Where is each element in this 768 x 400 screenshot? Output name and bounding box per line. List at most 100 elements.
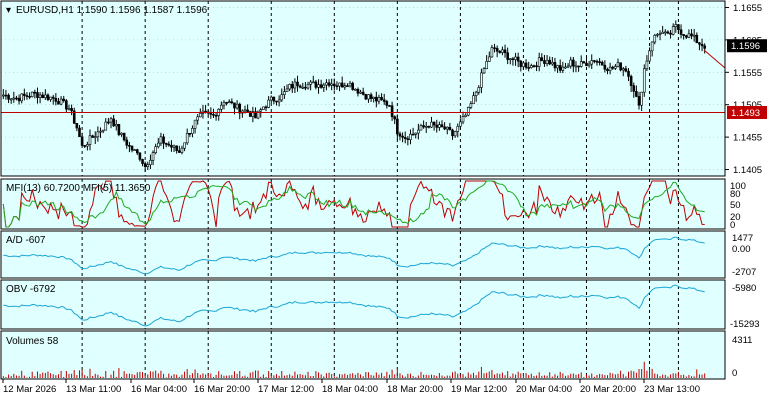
candle-body — [170, 144, 173, 148]
candle-body — [25, 95, 29, 97]
candle-body — [146, 164, 150, 167]
candle-body — [424, 125, 428, 128]
main-price-pane[interactable]: ▾ EURUSD,H1 1.1590 1.1596 1.1587 1.1596 … — [0, 0, 767, 177]
candle-body — [93, 136, 97, 139]
candle-body — [537, 57, 541, 67]
candle-body — [114, 123, 118, 127]
candle-body — [128, 145, 131, 147]
price-tick-label: 1.1405 — [733, 165, 762, 176]
candle-body — [65, 100, 68, 110]
candle-body — [36, 92, 39, 98]
candle-body — [348, 82, 352, 87]
candle-body — [156, 142, 160, 148]
candle-body — [698, 42, 701, 45]
trend-line[interactable] — [703, 49, 726, 69]
candle-body — [506, 52, 509, 60]
candle-body — [403, 137, 407, 139]
price-tick-label: 1.1455 — [733, 133, 762, 144]
ad-pane[interactable]: A/D -607 1477 0.00 -2707 — [0, 230, 756, 279]
time-axis[interactable]: 12 Mar 2026 13 Mar 11:00 16 Mar 04:00 16 Ma… — [2, 379, 700, 395]
candle-body — [501, 49, 504, 53]
candle-body — [406, 138, 410, 140]
candle-body — [516, 56, 520, 62]
mfi-pane[interactable]: MFI(13) 60.7200 MFI(5) 11.3650 100 80 50… — [0, 178, 746, 231]
candle-body — [151, 152, 155, 161]
candle-body — [46, 94, 50, 100]
candle-body — [564, 66, 567, 69]
candle-body — [524, 62, 528, 68]
candle-body — [175, 145, 178, 151]
candle-body — [338, 82, 341, 87]
candle-body — [600, 61, 604, 66]
candle-body — [314, 81, 318, 88]
volumes-title: Volumes 58 — [6, 336, 59, 347]
candle-body — [367, 94, 370, 100]
mfi-level-100: 100 — [730, 181, 746, 192]
candle-body — [340, 82, 344, 88]
candle-body — [80, 136, 84, 146]
obv-pane[interactable]: OBV -6792 -5980 -15293 — [0, 279, 760, 330]
line-price-badge: 1.1493 — [727, 105, 767, 119]
candle-body — [30, 91, 34, 97]
candle-body — [485, 61, 488, 69]
candle-body — [135, 149, 139, 154]
candle-body — [561, 66, 565, 71]
candle-body — [690, 33, 693, 37]
candle-body — [556, 65, 559, 69]
candle-body — [2, 94, 5, 97]
candle-body — [133, 149, 136, 151]
candle-body — [674, 24, 678, 27]
candle-body — [553, 62, 557, 69]
candle-body — [332, 83, 336, 87]
candle-body — [514, 56, 517, 60]
line-price-badge-bg — [727, 105, 767, 119]
candle-body — [606, 68, 609, 72]
candle-body — [614, 66, 617, 69]
candle-body — [70, 108, 73, 112]
candle-body — [185, 132, 189, 144]
candle-body — [388, 105, 391, 107]
candle-body — [196, 116, 200, 121]
candle-body — [280, 94, 284, 101]
candle-body — [296, 81, 299, 87]
candle-body — [545, 59, 549, 64]
candle-body — [41, 94, 45, 98]
candle-body — [20, 93, 24, 102]
volumes-level-top: 4311 — [732, 335, 752, 346]
candle-body — [593, 60, 596, 62]
volumes-level-zero: 0 — [732, 368, 737, 379]
time-tick-label: 18 Mar 20:00 — [387, 384, 443, 395]
mfi-level-80: 80 — [730, 189, 741, 200]
candle-body — [191, 128, 194, 135]
candle-body — [149, 159, 152, 166]
candle-body — [183, 142, 186, 149]
dropdown-arrow-icon[interactable]: ▾ — [6, 5, 11, 16]
candle-body — [364, 94, 368, 100]
volumes-pane[interactable]: Volumes 58 4311 0 — [0, 330, 752, 380]
candle-body — [482, 68, 486, 74]
candle-body — [141, 159, 144, 164]
mfi-pane-frame — [0, 178, 726, 230]
candle-body — [595, 60, 599, 63]
candle-body — [178, 150, 181, 153]
candle-body — [86, 144, 89, 147]
candle-body — [438, 124, 441, 128]
candle-body — [648, 50, 651, 62]
candle-body — [117, 123, 121, 135]
candle-body — [164, 143, 168, 145]
candle-body — [417, 129, 420, 134]
candle-body — [692, 34, 696, 37]
candle-body — [238, 103, 242, 114]
candle-body — [251, 111, 255, 117]
candle-body — [453, 131, 457, 137]
candle-body — [621, 68, 625, 71]
price-candles — [2, 20, 706, 172]
candle-body — [574, 65, 578, 68]
candle-body — [411, 133, 415, 136]
time-tick-label: 13 Mar 11:00 — [66, 384, 121, 395]
candle-body — [356, 88, 360, 94]
candle-body — [180, 147, 184, 153]
candle-body — [269, 96, 273, 101]
mfi13-line — [2, 179, 705, 228]
